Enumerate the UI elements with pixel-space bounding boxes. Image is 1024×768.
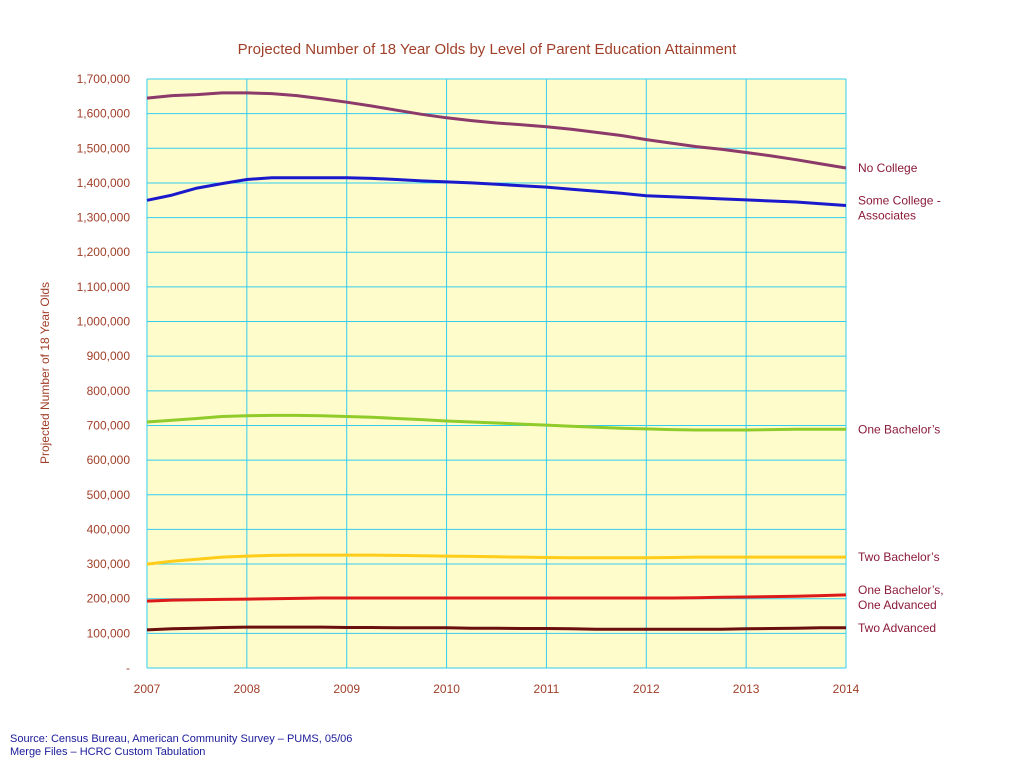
y-tick-label: 200,000 — [87, 592, 131, 606]
source-line-1: Source: Census Bureau, American Communit… — [10, 733, 352, 746]
chart-title: Projected Number of 18 Year Olds by Leve… — [238, 41, 737, 58]
y-tick-label: 1,100,000 — [77, 280, 131, 294]
y-tick-label: 500,000 — [87, 488, 131, 502]
plot-area — [147, 79, 846, 668]
y-tick-label: 1,200,000 — [77, 245, 131, 259]
y-tick-label: 1,600,000 — [77, 107, 131, 121]
series-label: Some College - — [858, 193, 941, 207]
y-tick-label: 700,000 — [87, 418, 131, 432]
x-tick-label: 2014 — [833, 682, 860, 696]
y-tick-label: 400,000 — [87, 522, 131, 536]
y-tick-label: 600,000 — [87, 453, 131, 467]
series-label-line2: One Advanced — [858, 598, 937, 612]
y-tick-label: 1,300,000 — [77, 211, 131, 225]
series-label: One Bachelor’s, — [858, 583, 944, 597]
y-tick-label: 100,000 — [87, 626, 131, 640]
x-tick-label: 2010 — [433, 682, 460, 696]
x-tick-label: 2011 — [534, 682, 560, 696]
y-tick-label: 800,000 — [87, 384, 131, 398]
series-label: One Bachelor’s — [858, 422, 940, 436]
series-label-line2: Associates — [858, 208, 916, 222]
series-label: No College — [858, 161, 918, 175]
x-tick-label: 2013 — [733, 682, 760, 696]
x-tick-label: 2009 — [333, 682, 360, 696]
y-axis-label: Projected Number of 18 Year Olds — [38, 282, 52, 464]
x-tick-label: 2008 — [234, 682, 261, 696]
y-tick-label: 300,000 — [87, 557, 131, 571]
x-tick-label: 2007 — [134, 682, 161, 696]
y-tick-label: - — [126, 661, 130, 675]
y-tick-label: 1,500,000 — [77, 141, 131, 155]
x-tick-label: 2012 — [633, 682, 660, 696]
series-label: Two Advanced — [858, 621, 936, 635]
y-axis: - 100,000 200,000 300,000 400,000 500,000 600,… — [77, 72, 131, 675]
x-axis: 2007 2008 2009 2010 2011 2012 2013 2014 — [134, 682, 860, 696]
series-label: Two Bachelor’s — [858, 550, 940, 564]
y-tick-label: 1,400,000 — [77, 176, 131, 190]
y-tick-label: 1,700,000 — [77, 72, 131, 86]
source-note: Source: Census Bureau, American Communit… — [10, 733, 352, 759]
chart: Projected Number of 18 Year Olds by Leve… — [0, 0, 1024, 768]
y-tick-label: 900,000 — [87, 349, 131, 363]
source-line-2: Merge Files – HCRC Custom Tabulation — [10, 746, 352, 759]
series-labels: No College Some College -Associates One Ba… — [858, 161, 944, 635]
y-tick-label: 1,000,000 — [77, 315, 131, 329]
